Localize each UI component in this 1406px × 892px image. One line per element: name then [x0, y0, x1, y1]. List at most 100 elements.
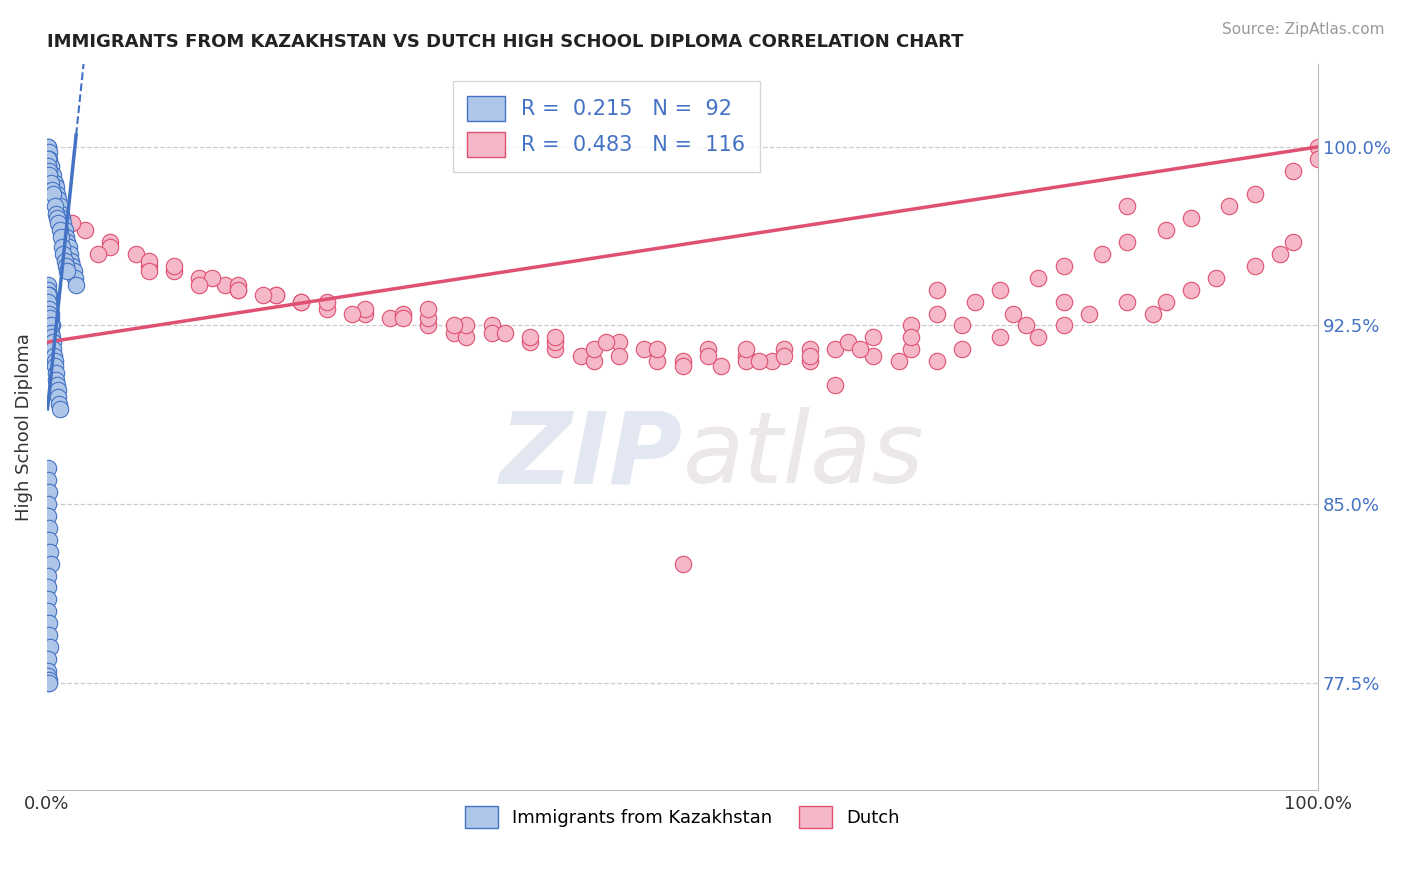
Y-axis label: High School Diploma: High School Diploma [15, 333, 32, 521]
Point [38, 307, 60, 321]
Point [837, 335, 859, 350]
Point [38, 628, 60, 642]
Point [56, 263, 79, 277]
Point [41, 183, 63, 197]
Point [671, 359, 693, 373]
Point [37, 604, 59, 618]
Point [887, 354, 910, 368]
Point [39, 557, 62, 571]
Point [45, 206, 67, 220]
Point [41, 335, 63, 350]
Point [481, 318, 503, 333]
Point [735, 343, 758, 357]
Point [44, 354, 66, 368]
Point [39, 311, 62, 326]
Point [125, 247, 148, 261]
Point [1116, 294, 1139, 309]
Point [58, 240, 80, 254]
Text: atlas: atlas [682, 408, 924, 504]
Point [46, 390, 69, 404]
Point [38, 145, 60, 159]
Point [1205, 270, 1227, 285]
Point [1180, 283, 1202, 297]
Point [45, 180, 67, 194]
Point [264, 287, 287, 301]
Point [46, 192, 69, 206]
Point [37, 592, 59, 607]
Point [45, 366, 67, 380]
Point [697, 343, 720, 357]
Point [201, 270, 224, 285]
Point [799, 343, 821, 357]
Point [38, 287, 60, 301]
Point [38, 294, 60, 309]
Point [824, 343, 846, 357]
Point [60, 216, 83, 230]
Point [37, 140, 59, 154]
Point [582, 354, 605, 368]
Point [1015, 318, 1038, 333]
Point [37, 278, 59, 293]
Point [1268, 247, 1291, 261]
Point [51, 240, 73, 254]
Point [1243, 187, 1265, 202]
Point [42, 350, 65, 364]
Point [340, 307, 363, 321]
Point [37, 140, 59, 154]
Point [45, 373, 67, 387]
Point [44, 176, 66, 190]
Point [60, 259, 83, 273]
Point [48, 401, 70, 416]
Point [443, 326, 465, 340]
Point [62, 263, 84, 277]
Point [378, 311, 401, 326]
Point [42, 187, 65, 202]
Point [1180, 211, 1202, 226]
Point [51, 211, 73, 226]
Point [39, 545, 62, 559]
Point [645, 343, 668, 357]
Point [1053, 318, 1076, 333]
Point [607, 335, 630, 350]
Text: ZIP: ZIP [499, 408, 682, 504]
Point [46, 187, 69, 202]
Point [37, 675, 59, 690]
Point [735, 350, 758, 364]
Point [315, 301, 337, 316]
Point [37, 497, 59, 511]
Point [849, 343, 872, 357]
Point [188, 270, 211, 285]
Point [138, 263, 160, 277]
Point [1028, 270, 1050, 285]
Point [799, 354, 821, 368]
Point [544, 335, 567, 350]
Point [39, 318, 62, 333]
Point [925, 354, 948, 368]
Point [53, 254, 76, 268]
Point [925, 307, 948, 321]
Point [494, 326, 516, 340]
Point [44, 359, 66, 373]
Text: IMMIGRANTS FROM KAZAKHSTAN VS DUTCH HIGH SCHOOL DIPLOMA CORRELATION CHART: IMMIGRANTS FROM KAZAKHSTAN VS DUTCH HIGH… [46, 33, 963, 51]
Point [49, 230, 72, 244]
Point [773, 343, 796, 357]
Point [37, 283, 59, 297]
Point [392, 311, 415, 326]
Point [41, 311, 63, 326]
Point [41, 330, 63, 344]
Point [46, 378, 69, 392]
Point [39, 640, 62, 654]
Point [1243, 259, 1265, 273]
Point [38, 301, 60, 316]
Point [65, 278, 87, 293]
Point [1116, 235, 1139, 249]
Point [900, 330, 922, 344]
Point [46, 383, 69, 397]
Point [38, 169, 60, 183]
Point [519, 330, 541, 344]
Point [925, 283, 948, 297]
Point [645, 354, 668, 368]
Point [1053, 294, 1076, 309]
Point [252, 287, 274, 301]
Point [290, 294, 312, 309]
